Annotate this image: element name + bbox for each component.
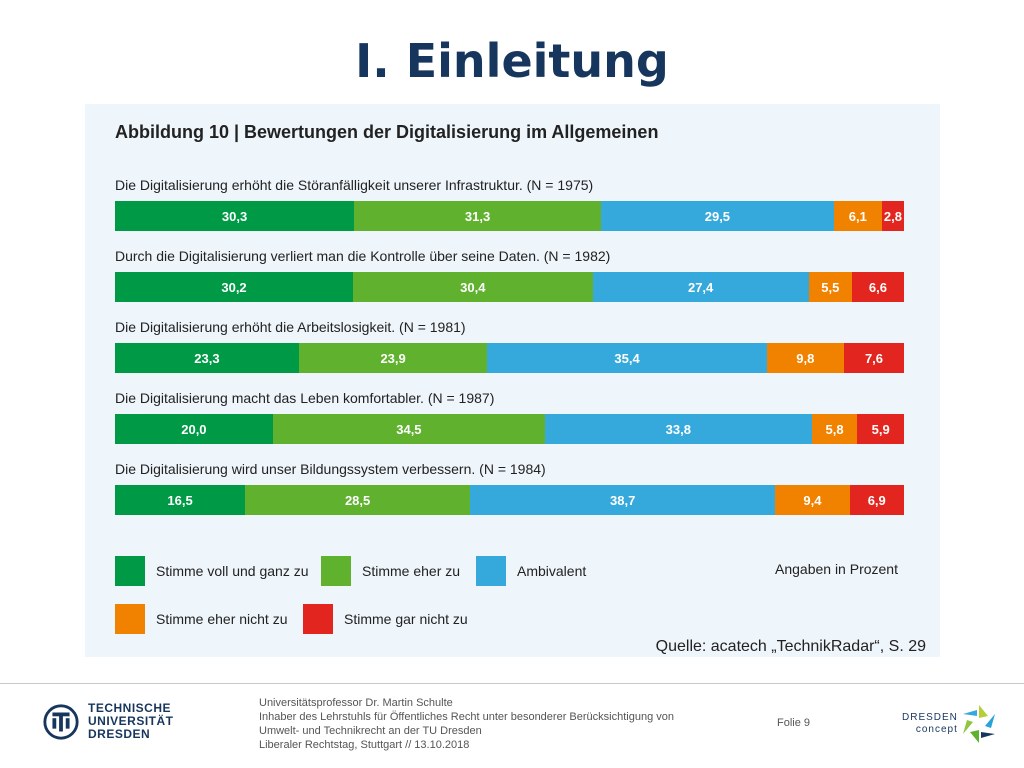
stacked-bar: 30,3 31,3 29,5 6,1 2,8 bbox=[115, 201, 904, 231]
legend-label: Stimme eher zu bbox=[362, 563, 461, 579]
presenter-line: Umwelt- und Technikrecht an der TU Dresd… bbox=[259, 725, 482, 737]
legend-label: Stimme gar nicht zu bbox=[344, 611, 468, 627]
data-label: 6,6 bbox=[868, 279, 887, 295]
slide-number: Folie 9 bbox=[777, 717, 811, 729]
data-label: 6,9 bbox=[867, 492, 886, 508]
data-label: 16,5 bbox=[167, 492, 193, 508]
dresden-concept-line: concept bbox=[915, 724, 958, 735]
source-note: Quelle: acatech „TechnikRadar“, S. 29 bbox=[655, 638, 926, 655]
data-label: 9,8 bbox=[796, 350, 815, 366]
data-label: 5,9 bbox=[871, 421, 890, 437]
bar-segment: 23,9 bbox=[298, 343, 488, 373]
bar-segment: 29,5 bbox=[601, 201, 834, 231]
bar-segment: 6,1 bbox=[833, 201, 882, 231]
bar-segment: 6,6 bbox=[851, 272, 904, 302]
bar-segment: 6,9 bbox=[849, 485, 904, 515]
data-label: 31,3 bbox=[464, 208, 491, 224]
legend-label: Stimme voll und ganz zu bbox=[156, 563, 309, 579]
presenter-line: Universitätsprofessor Dr. Martin Schulte bbox=[259, 697, 453, 709]
legend-swatch bbox=[476, 556, 506, 586]
bar-segment: 30,4 bbox=[353, 272, 593, 302]
data-label: 34,5 bbox=[396, 421, 422, 437]
statement-label: Durch die Digitalisierung verliert man d… bbox=[115, 248, 611, 264]
figure-title: Abbildung 10 | Bewertungen der Digitalis… bbox=[115, 122, 659, 142]
stacked-bar: 20,0 34,5 33,8 5,8 5,9 bbox=[115, 414, 904, 444]
bar-segment: 28,5 bbox=[245, 485, 471, 515]
bar-segment: 20,0 bbox=[115, 414, 273, 444]
bar-segment: 5,9 bbox=[857, 414, 904, 444]
statement-label: Die Digitalisierung erhöht die Störanfäl… bbox=[115, 177, 594, 193]
bar-segment: 38,7 bbox=[470, 485, 776, 515]
bar-segment: 33,8 bbox=[545, 414, 812, 444]
data-label: 30,4 bbox=[460, 279, 486, 295]
bar-segment: 9,8 bbox=[766, 343, 844, 373]
tu-dresden-wordmark-line: TECHNISCHE bbox=[88, 701, 172, 715]
dresden-concept-wordmark: DRESDEN concept bbox=[902, 712, 958, 736]
bar-segment: 7,6 bbox=[844, 343, 904, 373]
data-label: 35,4 bbox=[614, 350, 640, 366]
data-label: 5,8 bbox=[825, 421, 844, 437]
bar-segment: 34,5 bbox=[272, 414, 545, 444]
data-label: 5,5 bbox=[821, 279, 840, 295]
presenter-line: Liberaler Rechtstag, Stuttgart // 13.10.… bbox=[259, 739, 470, 751]
tu-dresden-wordmark-line: DRESDEN bbox=[88, 727, 151, 741]
dresden-concept-line: DRESDEN bbox=[902, 712, 958, 723]
statement-label: Die Digitalisierung wird unser Bildungss… bbox=[115, 461, 546, 477]
stacked-bar: 23,3 23,9 35,4 9,8 7,6 bbox=[115, 343, 904, 373]
data-label: 23,9 bbox=[380, 350, 406, 366]
bar-segment: 30,3 bbox=[115, 201, 355, 231]
figure-panel: Abbildung 10 | Bewertungen der Digitalis… bbox=[85, 104, 940, 657]
bar-segment: 30,2 bbox=[115, 272, 354, 302]
data-label: 9,4 bbox=[803, 492, 822, 508]
stacked-bar: 16,5 28,5 38,7 9,4 6,9 bbox=[115, 485, 904, 515]
unit-note: Angaben in Prozent bbox=[775, 561, 898, 577]
tu-dresden-logo: TECHNISCHE UNIVERSITÄT DRESDEN bbox=[42, 701, 174, 741]
data-label: 6,1 bbox=[848, 208, 867, 224]
bar-segment: 27,4 bbox=[592, 272, 809, 302]
data-label: 20,0 bbox=[181, 421, 207, 437]
bar-segment: 23,3 bbox=[115, 343, 299, 373]
bar-segment: 2,8 bbox=[881, 201, 904, 231]
tu-dresden-emblem-icon bbox=[43, 703, 79, 740]
bar-segment: 31,3 bbox=[354, 201, 602, 231]
data-label: 7,6 bbox=[864, 350, 884, 366]
data-label: 23,3 bbox=[194, 350, 220, 366]
bar-segment: 9,4 bbox=[775, 485, 850, 515]
data-label: 33,8 bbox=[665, 421, 691, 437]
data-label: 38,7 bbox=[610, 492, 636, 508]
tu-dresden-wordmark: TECHNISCHE UNIVERSITÄT DRESDEN bbox=[88, 701, 174, 741]
legend-swatch bbox=[115, 556, 145, 586]
data-label: 30,3 bbox=[221, 208, 248, 224]
legend-label: Ambivalent bbox=[517, 563, 587, 579]
data-label: 28,5 bbox=[344, 492, 371, 508]
slide-title: I. Einleitung bbox=[355, 34, 669, 88]
data-label: 30,2 bbox=[221, 279, 247, 295]
stacked-bar: 30,2 30,4 27,4 5,5 6,6 bbox=[115, 272, 904, 302]
tu-dresden-wordmark-line: UNIVERSITÄT bbox=[88, 714, 174, 728]
statement-label: Die Digitalisierung erhöht die Arbeitslo… bbox=[115, 319, 466, 335]
presenter-line: Inhaber des Lehrstuhls für Öffentliches … bbox=[259, 711, 674, 723]
bar-segment: 5,5 bbox=[808, 272, 852, 302]
bar-segment: 16,5 bbox=[115, 485, 246, 515]
dresden-concept-logo-icon bbox=[963, 705, 995, 743]
bar-segment: 35,4 bbox=[487, 343, 767, 373]
presenter-info: Universitätsprofessor Dr. Martin Schulte… bbox=[259, 696, 729, 752]
bar-segment: 5,8 bbox=[811, 414, 858, 444]
legend-swatch bbox=[115, 604, 145, 634]
legend-swatch bbox=[303, 604, 333, 634]
footer-divider bbox=[0, 683, 1024, 684]
legend-label: Stimme eher nicht zu bbox=[156, 611, 288, 627]
data-label: 2,8 bbox=[883, 208, 902, 224]
data-label: 27,4 bbox=[687, 279, 714, 295]
legend-swatch bbox=[321, 556, 351, 586]
statement-label: Die Digitalisierung macht das Leben komf… bbox=[115, 390, 495, 406]
data-label: 29,5 bbox=[704, 208, 731, 224]
